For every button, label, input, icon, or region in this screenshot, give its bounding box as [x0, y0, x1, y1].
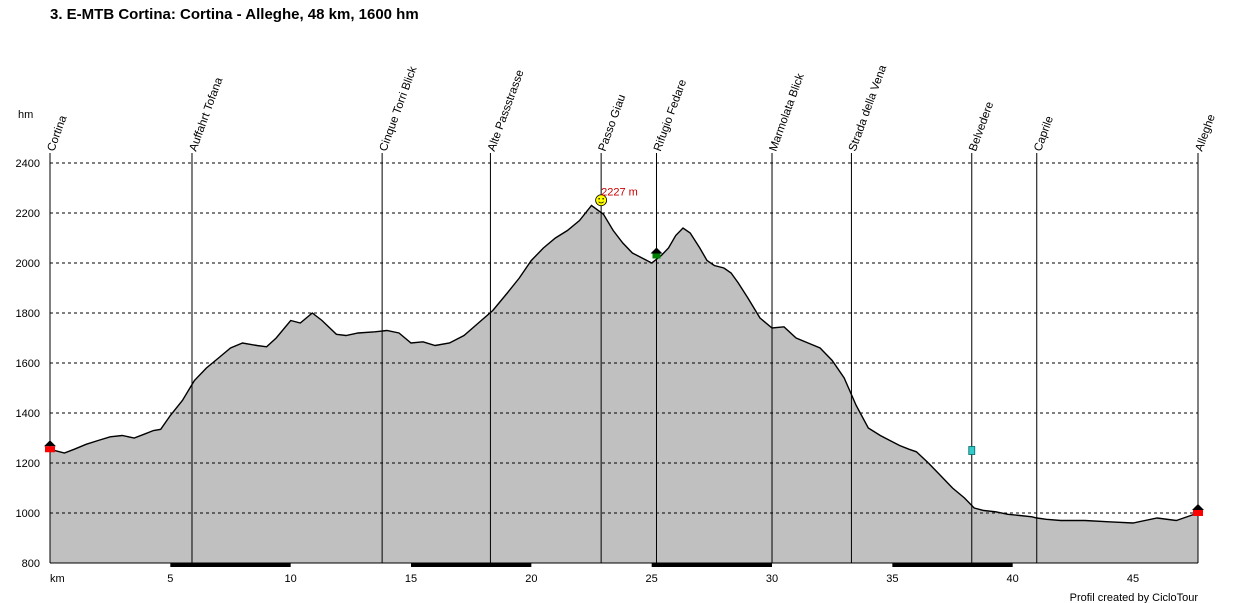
plot-area: 800 1000 1200 1400 1600 1800 2000 2200 2400 Corti…	[16, 63, 1218, 585]
viewpoint-icon	[968, 446, 976, 455]
y-tick-label: 1600	[16, 358, 40, 370]
waypoint-label: Belvedere	[967, 100, 996, 153]
y-tick-label: 2200	[16, 208, 40, 220]
x-tick-label: 20	[525, 573, 537, 585]
end-house-body-icon	[1193, 510, 1203, 516]
waypoint-label: Strada della Vena	[847, 63, 890, 153]
waypoint-label: Alte Passstrasse	[486, 68, 527, 153]
x-tick-label: 5	[167, 573, 173, 585]
waypoint-label: Cinque Torri Blick	[378, 65, 420, 153]
x-tick-label: 40	[1007, 573, 1019, 585]
y-tick-label: 2000	[16, 258, 40, 270]
hut-icon	[650, 247, 663, 254]
y-tick-label: 800	[22, 558, 40, 570]
y-tick-label: 1800	[16, 308, 40, 320]
peak-smiley-icon	[595, 194, 608, 207]
distance-bar-segment	[411, 563, 532, 567]
x-tick-label: 45	[1127, 573, 1139, 585]
distance-bar-segment	[892, 563, 1013, 567]
x-tick-label: 10	[285, 573, 297, 585]
start-house-body-icon	[45, 446, 55, 453]
waypoint-label: Passo Giau	[597, 93, 629, 153]
y-tick-label: 2400	[16, 158, 40, 170]
end-house-icon	[1192, 504, 1204, 510]
x-axis-label: km	[50, 573, 65, 585]
peak-label: 2227 m	[601, 186, 638, 198]
smiley-eye-icon	[598, 197, 600, 200]
waypoint-label: Auffahrt Tofana	[188, 75, 226, 153]
distance-bar-segment	[651, 563, 773, 567]
waypoint-label: Caprile	[1032, 115, 1056, 153]
distance-bar-segment	[170, 563, 291, 567]
x-tick-label: 25	[646, 573, 658, 585]
x-tick-label: 15	[405, 573, 417, 585]
y-tick-label: 1000	[16, 508, 40, 520]
smiley-mouth-icon	[598, 201, 604, 204]
start-house-icon	[44, 440, 56, 447]
y-tick-label: 1200	[16, 458, 40, 470]
elevation-line	[49, 204, 1199, 524]
x-tick-label: 30	[766, 573, 778, 585]
chart-title: 3. E-MTB Cortina: Cortina - Alleghe, 48 …	[50, 6, 419, 23]
y-tick-label: 1400	[16, 408, 40, 420]
elevation-area	[50, 205, 1198, 563]
y-axis-label: hm	[18, 109, 33, 121]
smiley-eye-icon	[602, 197, 604, 200]
x-tick-label: 35	[886, 573, 898, 585]
waypoint-label: Cortina	[46, 114, 70, 154]
waypoint-label: Alleghe	[1194, 113, 1218, 153]
waypoint-label: Marmolata Blick	[768, 72, 807, 153]
waypoint-label: Rifugio Fedare	[652, 78, 689, 153]
hut-body-icon	[652, 253, 661, 259]
credit-text: Profil created by CicloTour	[1070, 592, 1199, 603]
